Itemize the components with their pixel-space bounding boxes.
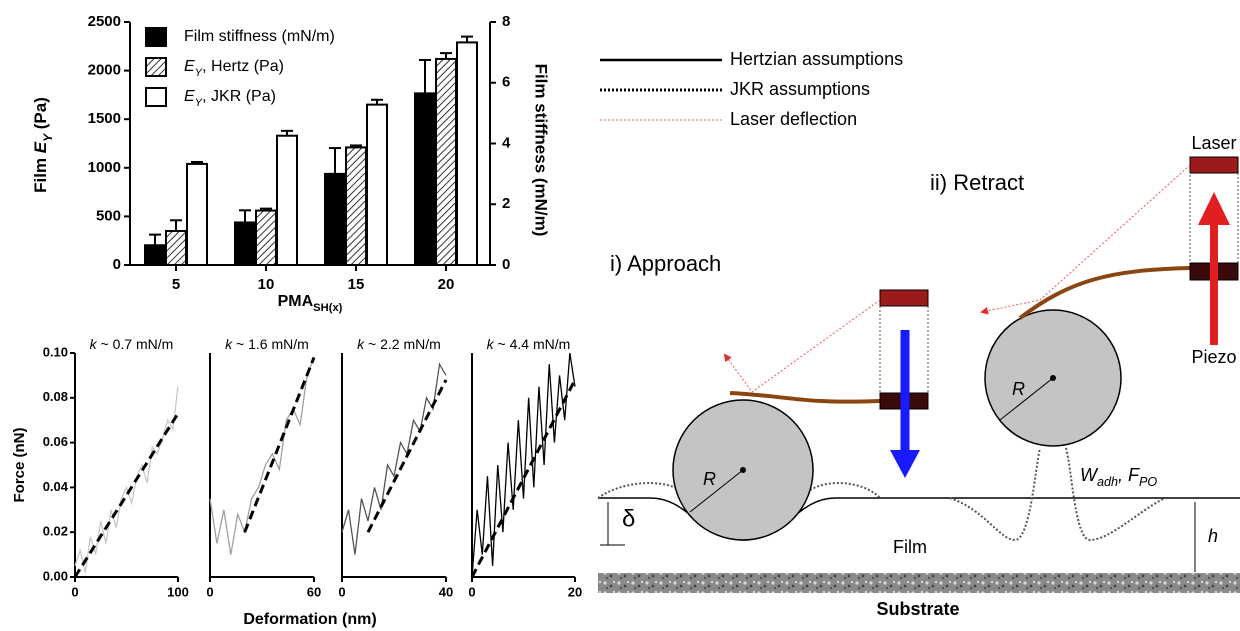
probe-center [740,467,746,473]
data-line [210,357,314,554]
bar [436,59,456,265]
x-tick-label: 0 [206,584,213,599]
label: Film [893,537,927,557]
fit-line [245,357,314,532]
x-tick-label: 10 [258,276,275,293]
diagram: Hertzian assumptions JKR assumptions Las… [598,49,1240,619]
label: Substrate [876,599,959,619]
x-tick-label: 0 [338,584,345,599]
x-tick-label: 40 [439,584,453,599]
bar [235,222,255,265]
y-tick-label: 1000 [88,159,121,176]
arrow [890,450,920,478]
laser [880,290,928,306]
legend-text: EY, Hertz (Pa) [184,58,284,79]
x-tick-label: 0 [468,584,475,599]
label: R [703,469,716,489]
x-axis-label: PMASH(x) [278,293,343,314]
x-tick-label: 5 [172,276,180,293]
substrate [598,573,1240,593]
x-tick-label: 15 [348,276,365,293]
legend-text: Laser deflection [730,109,857,129]
bar [187,164,207,265]
bar [415,93,435,265]
bar [325,174,345,265]
label: i) Approach [610,251,721,276]
bar [145,245,165,265]
y-tick-label: 0.02 [43,524,68,539]
bar [346,147,366,265]
legend-text: Film stiffness (mN/m) [184,28,335,45]
legend-swatch [146,58,166,76]
probe-center [1050,375,1056,381]
label: Piezo [1191,347,1236,367]
panel-title: k ~ 4.4 mN/m [487,336,571,352]
y-axis-label: Force (nN) [11,427,28,502]
bar [457,42,477,265]
data-line [342,364,446,554]
y2-tick-label: 8 [502,13,510,30]
y-tick-label: 1500 [88,110,121,127]
label: δ [622,505,635,532]
x-tick-label: 20 [568,584,582,599]
figure: Hertzian assumptions JKR assumptions Las… [0,0,1240,631]
bar [277,136,297,265]
y-tick-label: 0.06 [43,434,68,449]
y-tick-label: 2500 [88,13,121,30]
data-line [75,387,178,573]
panel-title: k ~ 1.6 mN/m [225,336,309,352]
bar [166,231,186,265]
y2-tick-label: 4 [502,134,511,151]
arrow [1198,192,1230,225]
y2-tick-label: 6 [502,74,510,91]
y-tick-label: 0.00 [43,568,68,583]
bar [256,211,276,265]
x-tick-label: 20 [438,276,455,293]
x-tick-label: 60 [307,584,321,599]
x-tick-label: 0 [71,584,78,599]
laser [1190,157,1238,173]
jkr-profile [950,448,1165,540]
y-tick-label: 0.08 [43,389,68,404]
y-tick-label: 0.04 [43,479,69,494]
laser-path [725,300,880,392]
label: ii) Retract [930,170,1024,195]
y-tick-label: 500 [96,207,121,224]
y-tick-label: 0 [113,256,121,273]
y2-axis-label: Film stiffness (mN/m) [532,64,551,237]
y-axis-label: Film EY (Pa) [31,97,55,193]
label: Wadh, FPO [1080,465,1157,490]
legend-swatch [146,88,166,106]
legend-swatch [146,28,166,46]
label: Laser [1191,133,1236,153]
panel-title: k ~ 0.7 mN/m [90,336,174,352]
label: h [1208,526,1218,546]
x-tick-label: 100 [167,584,189,599]
fit-line [368,380,446,532]
y2-tick-label: 2 [502,195,510,212]
panel-title: k ~ 2.2 mN/m [357,336,441,352]
label: R [1012,379,1025,399]
y-tick-label: 2000 [88,62,121,79]
legend-text: EY, JKR (Pa) [184,88,276,109]
legend-text: JKR assumptions [730,79,870,99]
y-tick-label: 0.10 [43,344,68,359]
bar [367,105,387,265]
legend-text: Hertzian assumptions [730,49,903,69]
y2-tick-label: 0 [502,256,510,273]
x-axis-label: Deformation (nm) [243,611,376,628]
data-line [472,353,575,577]
